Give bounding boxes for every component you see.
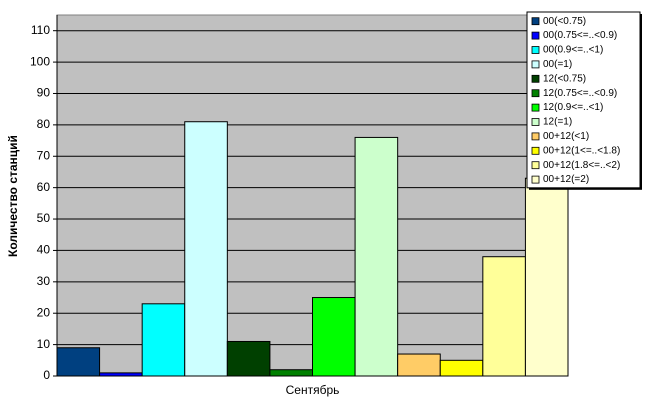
legend-swatch <box>531 89 540 98</box>
legend-swatch <box>531 132 540 141</box>
bar <box>397 353 441 377</box>
bar <box>269 369 313 377</box>
legend-swatch <box>531 31 540 40</box>
bar <box>439 359 484 377</box>
legend-label: 00(=1) <box>543 59 572 70</box>
bar <box>524 177 569 377</box>
legend-swatch <box>531 161 540 170</box>
bar <box>482 256 526 377</box>
bar <box>226 340 271 377</box>
bar <box>56 347 101 377</box>
y-tick-label: 100 <box>30 54 50 68</box>
y-axis-label: Количество станций <box>6 135 20 257</box>
legend-label: 00+12(1<=..<1.8) <box>543 145 620 156</box>
legend-label: 12(=1) <box>543 117 572 128</box>
legend-swatch <box>531 46 540 54</box>
y-tick-label: 0 <box>43 368 50 382</box>
y-tick-label: 10 <box>37 337 51 351</box>
x-tick-label: Сентябрь <box>286 383 340 397</box>
y-tick-label: 50 <box>37 211 51 225</box>
bar <box>354 136 399 377</box>
legend-swatch <box>531 74 540 83</box>
legend-swatch <box>531 146 540 155</box>
legend-label: 00+12(1.8<=..<2) <box>543 160 620 171</box>
legend-swatch <box>531 60 540 69</box>
legend-label: 00+12(=2) <box>543 174 589 185</box>
legend-swatch <box>531 118 540 126</box>
legend-label: 00+12(<1) <box>543 131 589 142</box>
legend-label: 12(<0.75) <box>543 73 586 84</box>
y-tick-label: 90 <box>37 86 51 100</box>
y-tick-label: 30 <box>37 274 51 288</box>
y-tick-label: 110 <box>31 23 50 37</box>
y-tick-label: 20 <box>37 305 51 319</box>
y-tick-label: 70 <box>37 148 51 162</box>
legend-label: 12(0.75<=..<0.9) <box>543 88 617 99</box>
bar <box>141 303 186 377</box>
legend-label: 00(0.75<=..<0.9) <box>543 30 617 41</box>
legend-swatch <box>531 103 540 112</box>
legend-label: 00(0.9<=..<1) <box>543 45 603 56</box>
legend-swatch <box>531 17 540 26</box>
legend-label: 12(0.9<=..<1) <box>543 102 603 113</box>
bar <box>184 121 228 377</box>
y-tick-label: 40 <box>37 243 51 257</box>
y-tick-label: 80 <box>37 117 51 131</box>
legend <box>526 11 641 189</box>
legend-swatch <box>531 175 540 184</box>
y-tick-label: 60 <box>37 180 51 194</box>
bar <box>312 297 356 377</box>
legend-label: 00(<0.75) <box>543 16 586 27</box>
